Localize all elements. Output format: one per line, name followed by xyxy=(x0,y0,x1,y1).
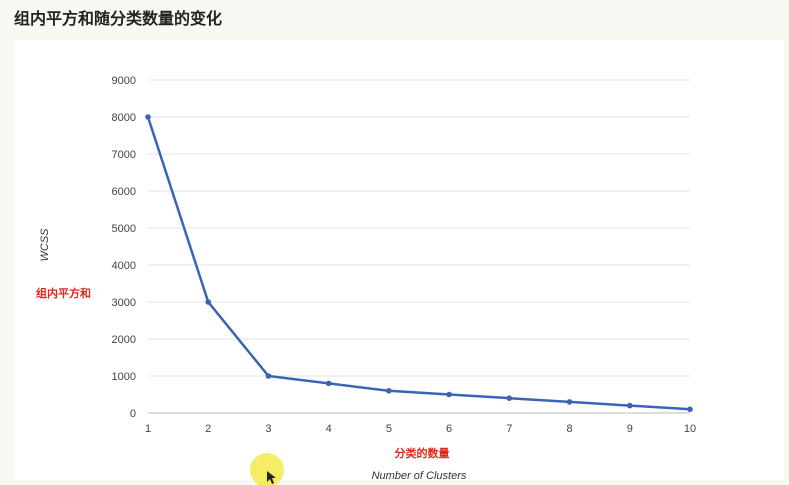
data-point xyxy=(265,373,272,379)
y-tick-label: 4000 xyxy=(112,260,136,272)
x-tick-label: 8 xyxy=(566,423,572,435)
y-tick-label: 5000 xyxy=(112,223,136,235)
x-tick-label: 6 xyxy=(446,423,452,435)
data-point xyxy=(145,114,151,120)
x-tick-label: 9 xyxy=(627,423,633,435)
y-tick-label: 7000 xyxy=(112,149,136,161)
x-tick-label: 5 xyxy=(386,423,392,435)
x-tick-label: 2 xyxy=(205,423,211,435)
data-points xyxy=(145,114,693,413)
page-title: 组内平方和随分类数量的变化 xyxy=(14,9,223,28)
y-tick-label: 0 xyxy=(130,408,136,420)
x-tick-label: 10 xyxy=(684,423,696,435)
data-point xyxy=(506,395,513,402)
x-tick-label: 3 xyxy=(265,423,271,435)
y-tick-label: 1000 xyxy=(112,371,136,383)
y-axis-title: WCSS xyxy=(39,228,51,262)
y-tick-label: 8000 xyxy=(112,112,136,124)
y-tick-label: 2000 xyxy=(112,334,136,346)
y-tick-label: 9000 xyxy=(112,75,136,87)
data-point xyxy=(687,406,693,413)
data-point xyxy=(626,402,633,409)
mouse-cursor xyxy=(250,453,284,485)
y-axis-annotation-cn: 组内平方和 xyxy=(36,286,91,300)
x-tick-label: 7 xyxy=(506,423,512,435)
x-axis-title: Number of Clusters xyxy=(372,470,467,482)
x-tick-label: 1 xyxy=(145,423,151,435)
y-tick-label: 3000 xyxy=(112,297,136,309)
data-point xyxy=(386,388,392,394)
data-point xyxy=(566,399,573,405)
x-tick-label: 4 xyxy=(326,423,332,435)
x-tick-labels: 1 2 3 4 5 6 7 8 9 10 xyxy=(145,423,696,435)
x-axis-annotation-cn: 分类的数量 xyxy=(395,446,450,460)
data-point xyxy=(446,391,452,398)
data-point xyxy=(205,299,212,305)
cursor-halo xyxy=(250,453,284,485)
y-tick-label: 6000 xyxy=(112,186,136,198)
series-line-wcss xyxy=(146,116,691,411)
grid-layer xyxy=(148,79,690,414)
data-point xyxy=(325,380,332,387)
y-tick-labels: 0 1000 2000 3000 4000 5000 6000 7000 8000 9000 xyxy=(112,75,136,420)
cursor-arrow-icon xyxy=(267,471,276,484)
